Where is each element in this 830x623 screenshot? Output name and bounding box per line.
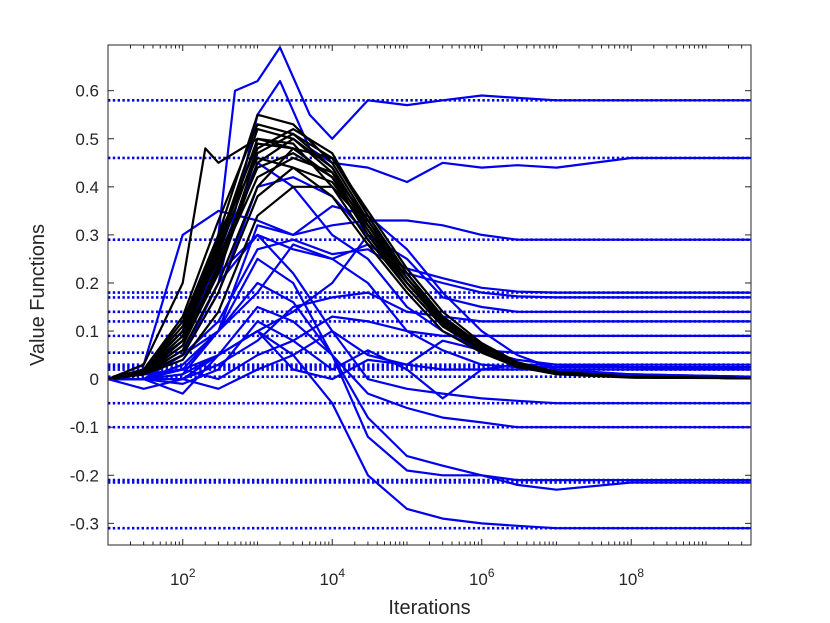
blue-series-line bbox=[108, 330, 751, 530]
x-tick-label: 106 bbox=[469, 566, 495, 589]
blue-series-line bbox=[108, 305, 751, 491]
y-tick-label: 0.1 bbox=[75, 322, 99, 341]
x-tick-label: 102 bbox=[170, 566, 196, 589]
black-series-line bbox=[108, 132, 751, 381]
y-tick-label: -0.2 bbox=[70, 466, 99, 485]
blue-series-line bbox=[108, 315, 751, 381]
y-tick-label: -0.3 bbox=[70, 514, 99, 533]
x-tick-label: 108 bbox=[618, 566, 644, 589]
blue-series-line bbox=[108, 243, 751, 381]
y-axis-title: Value Functions bbox=[27, 224, 49, 366]
y-tick-label: 0.5 bbox=[75, 130, 99, 149]
x-tick-label: 104 bbox=[319, 566, 345, 589]
black-series-line bbox=[108, 142, 751, 381]
black-series-group bbox=[108, 113, 751, 381]
blue-series-line bbox=[108, 80, 751, 381]
y-tick-label: 0.4 bbox=[75, 178, 99, 197]
y-axis-ticks: 0.6 0.5 0.4 0.3 0.2 0.1 0 -0.1 -0.2 -0.3 bbox=[70, 82, 751, 533]
y-tick-label: 0.2 bbox=[75, 274, 99, 293]
x-axis-ticks: 102 104 106 108 bbox=[107, 45, 752, 589]
blue-series-line bbox=[108, 291, 751, 381]
y-tick-label: 0.3 bbox=[75, 226, 99, 245]
blue-series-line bbox=[108, 257, 751, 429]
x-axis-title: Iterations bbox=[388, 597, 470, 619]
y-tick-label: -0.1 bbox=[70, 418, 99, 437]
blue-series-line bbox=[108, 281, 751, 482]
y-tick-label: 0.6 bbox=[75, 82, 99, 101]
y-tick-label: 0 bbox=[90, 370, 99, 389]
